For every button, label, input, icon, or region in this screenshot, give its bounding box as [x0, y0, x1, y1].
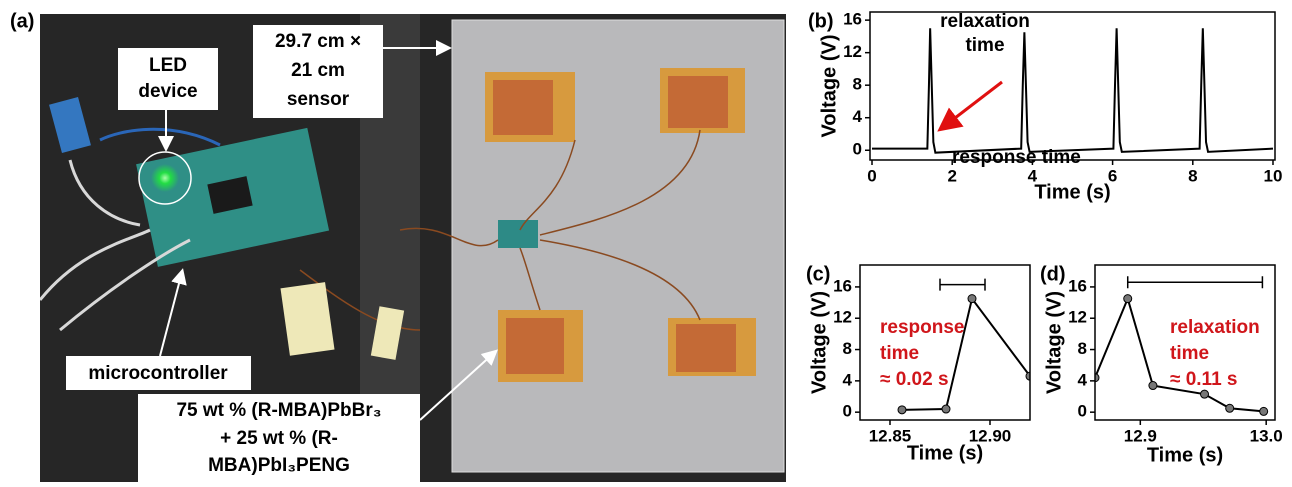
- callout-text: device: [138, 81, 197, 102]
- x-axis-label: Time (s): [1034, 181, 1110, 203]
- y-axis-label: Voltage (V): [818, 35, 840, 138]
- y-tick-label: 12: [833, 308, 852, 327]
- x-tick-label: 4: [1028, 166, 1038, 185]
- y-tick-label: 0: [843, 402, 852, 421]
- plot-area: [872, 28, 1274, 154]
- annotation: ≈ 0.02 s: [880, 369, 949, 390]
- y-tick-label: 16: [1068, 276, 1087, 295]
- panel-label: (c): [806, 263, 830, 285]
- axis-frame: [859, 264, 1031, 421]
- axis-frame: [869, 11, 1276, 161]
- annotation: time: [965, 35, 1004, 56]
- x-tick-label: 12.9: [1124, 426, 1157, 445]
- y-axis-label: Voltage (V): [808, 291, 830, 394]
- y-axis-label: Voltage (V): [1043, 291, 1065, 394]
- led-ring: [138, 151, 192, 205]
- x-tick-label: 12.90: [969, 426, 1012, 445]
- data-point: [1200, 389, 1210, 399]
- data-point: [1225, 403, 1235, 413]
- y-tick-label: 8: [853, 75, 862, 94]
- plot-area: [897, 294, 1030, 415]
- callout-text: microcontroller: [88, 363, 228, 384]
- data-point: [1025, 371, 1030, 381]
- callout-arrow: [159, 268, 187, 357]
- wires: [299, 129, 701, 331]
- callout-text: + 25 wt % (R-: [220, 428, 338, 449]
- y-tick-label: 0: [1078, 402, 1087, 421]
- data-line: [872, 28, 1274, 154]
- bracket: [1126, 276, 1264, 289]
- y-tick-label: 16: [833, 276, 852, 295]
- y-tick-label: 8: [843, 339, 852, 358]
- axis-frame: [1094, 264, 1276, 421]
- bluetooth-module: [49, 96, 91, 154]
- photo: [40, 14, 786, 482]
- chip: [207, 176, 253, 214]
- callout-text: 75 wt % (R-MBA)PbBr₃: [176, 400, 381, 421]
- sensor-film: [493, 80, 553, 135]
- panel-label: (b): [808, 10, 834, 32]
- bracket: [939, 278, 986, 291]
- cable: [99, 127, 221, 147]
- callout-box: [253, 25, 383, 118]
- x-tick-label: 6: [1108, 166, 1117, 185]
- sensor-film: [676, 324, 736, 372]
- data-point: [1259, 406, 1269, 416]
- callout-text: 29.7 cm ×: [275, 31, 361, 52]
- annotation-arrow: [937, 80, 1003, 132]
- callout-arrow: [419, 349, 498, 421]
- callout-box: [118, 48, 218, 110]
- annotation: response time: [952, 147, 1081, 168]
- sensor-film: [506, 318, 564, 374]
- y-tick-label: 0: [853, 140, 862, 159]
- foam-block: [280, 282, 335, 356]
- annotation: response: [880, 317, 964, 338]
- data-point: [1123, 294, 1133, 304]
- callout-text: LED: [149, 55, 187, 76]
- y-tick-label: 12: [1068, 308, 1087, 327]
- x-axis-label: Time (s): [907, 442, 983, 464]
- sensor-film: [668, 76, 728, 128]
- callout-text: sensor: [287, 89, 350, 110]
- x-tick-label: 10: [1264, 166, 1283, 185]
- sensor-board: [498, 220, 538, 248]
- x-tick-label: 12.85: [869, 426, 912, 445]
- data-point: [941, 404, 951, 414]
- data-point: [967, 294, 977, 304]
- panel-label: (d): [1040, 263, 1066, 285]
- annotation: ≈ 0.11 s: [1170, 369, 1237, 390]
- data-point: [897, 405, 907, 415]
- callout-text: MBA)PbI₃PENG: [208, 455, 350, 476]
- cables: [40, 159, 191, 332]
- y-tick-label: 8: [1078, 339, 1087, 358]
- x-tick-label: 0: [867, 166, 876, 185]
- annotation: relaxation: [1170, 317, 1260, 338]
- x-tick-label: 13.0: [1250, 426, 1283, 445]
- y-tick-label: 4: [1078, 370, 1088, 389]
- callout-box: [138, 394, 420, 482]
- annotation: time: [880, 343, 919, 364]
- data-point: [1148, 381, 1158, 391]
- x-tick-label: 2: [947, 166, 956, 185]
- panel-label: (a): [10, 10, 34, 32]
- x-axis-label: Time (s): [1147, 444, 1223, 466]
- data-line: [901, 296, 1030, 411]
- callout-box: [66, 356, 251, 390]
- data-point: [1095, 373, 1100, 383]
- data-line: [1095, 295, 1264, 413]
- y-tick-label: 4: [853, 107, 863, 126]
- foam-block: [370, 306, 405, 360]
- plot-area: [1095, 294, 1269, 416]
- led-glow: [151, 164, 179, 192]
- y-tick-label: 16: [843, 10, 862, 29]
- x-tick-label: 8: [1188, 166, 1197, 185]
- annotation: time: [1170, 343, 1209, 364]
- y-tick-label: 4: [843, 370, 853, 389]
- annotation: relaxation: [940, 11, 1030, 32]
- callout-text: 21 cm: [291, 60, 345, 81]
- y-tick-label: 12: [843, 42, 862, 61]
